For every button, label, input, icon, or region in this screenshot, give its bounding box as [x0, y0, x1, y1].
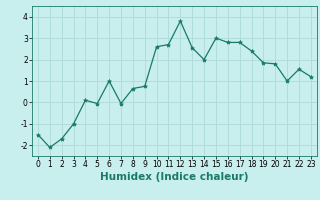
X-axis label: Humidex (Indice chaleur): Humidex (Indice chaleur) [100, 172, 249, 182]
